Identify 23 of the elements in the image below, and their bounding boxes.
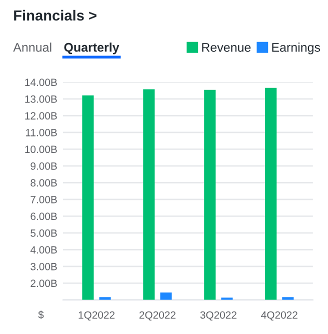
text: Annual bbox=[13, 42, 52, 52]
y-tick-label: 11.00B bbox=[26, 128, 57, 136]
text: Quarterly bbox=[64, 42, 120, 54]
y-tick-label: 12.00B bbox=[25, 112, 57, 120]
chart-title: Financials > bbox=[14, 10, 96, 21]
x-tick-label: 4Q2022 bbox=[261, 311, 298, 321]
y-tick-label: 9.00B bbox=[30, 162, 57, 170]
y-tick-label: 13.00B bbox=[25, 95, 57, 103]
y-tick-label: 3.00B bbox=[30, 262, 57, 270]
y-tick-label: 2.00B bbox=[30, 280, 57, 288]
y-tick-label: 5.00B bbox=[30, 229, 57, 237]
legend-label: Revenue bbox=[202, 43, 251, 52]
y-tick-label: 6.00B bbox=[30, 212, 57, 220]
y-tick-label: 8.00B bbox=[30, 179, 57, 187]
x-tick-label: 3Q2022 bbox=[200, 311, 236, 321]
x-tick-label: 2Q2022 bbox=[139, 311, 176, 321]
y-tick-label: 14.00B bbox=[25, 78, 57, 86]
y-tick-label: 10.00B bbox=[25, 146, 57, 154]
y-axis-title: $ bbox=[38, 310, 44, 320]
y-tick-label: 4.00B bbox=[30, 246, 57, 254]
legend-label: Earnings bbox=[272, 42, 320, 54]
y-tick-label: 7.00B bbox=[30, 196, 57, 204]
x-tick-label: 1Q2022 bbox=[78, 311, 115, 321]
